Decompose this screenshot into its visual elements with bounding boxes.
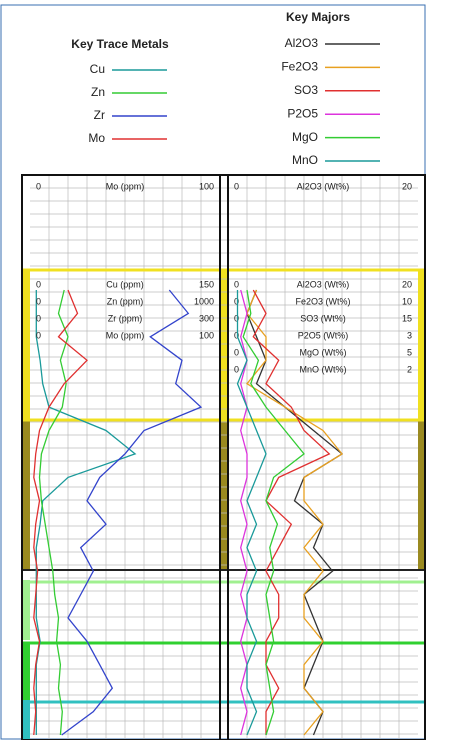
- axis-label: Fe2O3 (Wt%): [295, 296, 350, 306]
- axis-label: Zr (ppm): [108, 313, 143, 323]
- legend-label: P2O5: [287, 106, 318, 120]
- legend-label: MgO: [292, 130, 318, 144]
- zone: [22, 420, 30, 570]
- legend-label: Cu: [90, 62, 105, 76]
- axis-label: P2O5 (Wt%): [298, 330, 349, 340]
- legend-label: Al2O3: [285, 36, 319, 50]
- frame: [0, 4, 426, 740]
- axis-max: 2: [407, 364, 412, 374]
- track-border: [21, 174, 426, 740]
- legend-label: Mo: [88, 131, 105, 145]
- scale-name: Al2O3 (Wt%): [297, 181, 350, 191]
- axis-min: 0: [234, 313, 239, 323]
- zone: [22, 643, 30, 700]
- series-line: [33, 289, 88, 736]
- axis-min: 0: [234, 347, 239, 357]
- zone: [220, 270, 228, 420]
- legend-title: Key Trace Metals: [71, 37, 169, 51]
- zone: [22, 270, 30, 420]
- scale-min: 0: [36, 181, 41, 191]
- axis-min: 0: [234, 279, 239, 289]
- series-line: [246, 289, 343, 736]
- axis-max: 300: [199, 313, 214, 323]
- scale-name: Mo (ppm): [106, 181, 145, 191]
- axis-max: 100: [199, 330, 214, 340]
- axis-label: Mo (ppm): [106, 330, 145, 340]
- axis-min: 0: [234, 364, 239, 374]
- axis-min: 0: [36, 330, 41, 340]
- series-line: [38, 289, 69, 736]
- axis-min: 0: [234, 296, 239, 306]
- scale-max: 20: [402, 181, 412, 191]
- zone: [220, 420, 228, 570]
- legend-label: Fe2O3: [281, 60, 318, 74]
- zone: [22, 700, 30, 740]
- series-line: [242, 289, 305, 736]
- legend-label: Zr: [94, 108, 105, 122]
- legend-label: Zn: [91, 85, 105, 99]
- axis-label: MnO (Wt%): [300, 364, 347, 374]
- axis-max: 10: [402, 296, 412, 306]
- series-line: [236, 290, 267, 736]
- axis-max: 20: [402, 279, 412, 289]
- axis-label: Al2O3 (Wt%): [297, 279, 350, 289]
- legend-label: SO3: [294, 83, 318, 97]
- axis-min: 0: [234, 330, 239, 340]
- axis-min: 0: [36, 279, 41, 289]
- legend-title: Key Majors: [286, 10, 350, 24]
- axis-max: 5: [407, 347, 412, 357]
- zone: [418, 270, 425, 420]
- scale-max: 100: [199, 181, 214, 191]
- axis-max: 150: [199, 279, 214, 289]
- zone: [418, 420, 425, 570]
- legend-label: MnO: [292, 153, 318, 167]
- axis-label: SO3 (Wt%): [300, 313, 346, 323]
- series-line: [252, 289, 331, 735]
- axis-max: 15: [402, 313, 412, 323]
- axis-label: Cu (ppm): [106, 279, 144, 289]
- axis-label: Zn (ppm): [107, 296, 144, 306]
- series-line: [61, 289, 203, 736]
- zone: [22, 580, 30, 640]
- series-line: [246, 289, 344, 736]
- axis-max: 1000: [194, 296, 214, 306]
- scale-min: 0: [234, 181, 239, 191]
- axis-min: 0: [36, 296, 41, 306]
- axis-max: 3: [407, 330, 412, 340]
- axis-label: MgO (Wt%): [300, 347, 347, 357]
- axis-min: 0: [36, 313, 41, 323]
